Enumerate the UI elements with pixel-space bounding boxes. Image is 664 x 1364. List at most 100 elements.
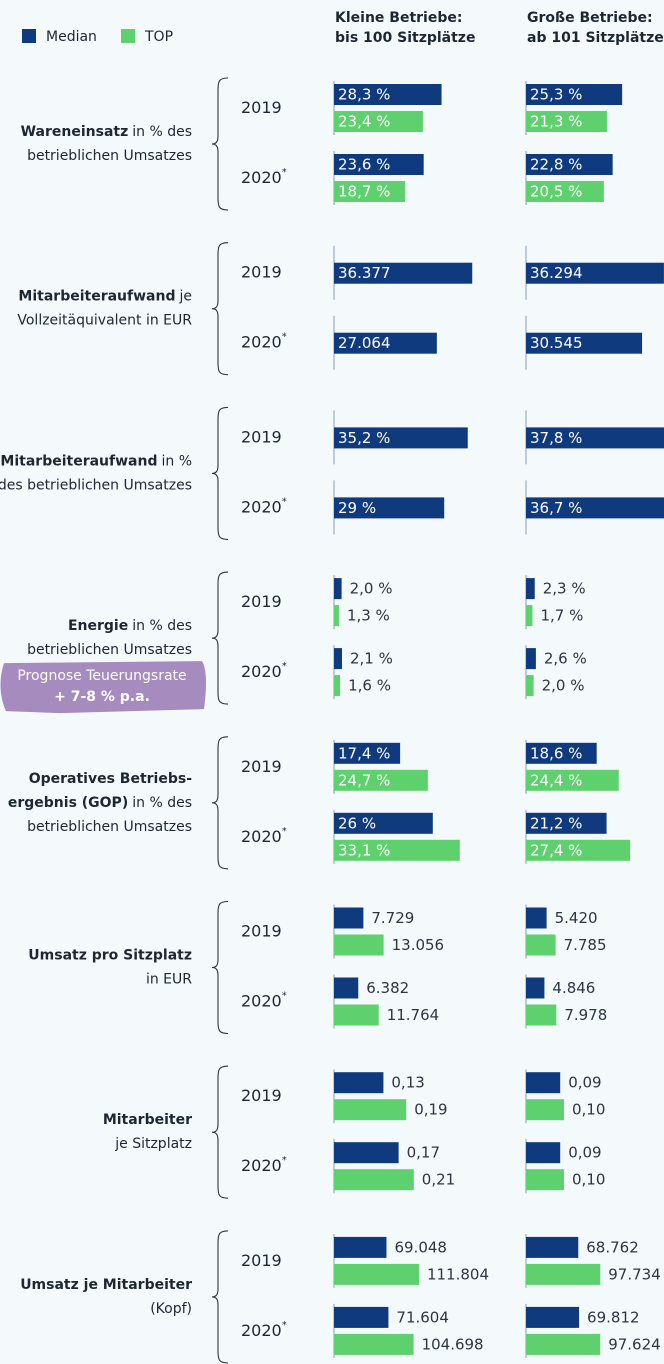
value-label: 1,6 % [348,677,391,695]
bar [526,578,535,600]
section-label: betrieblichen Umsatzes [27,148,192,164]
year-text: 2019 [241,1086,282,1105]
brace [211,571,229,705]
bar [334,154,424,175]
section-label: ergebnis (GOP) in % des [8,795,192,811]
value-label: 23,4 % [338,113,390,131]
year-text: 2020 [241,168,282,187]
bar [526,497,664,519]
value-label: 0,09 [568,1144,601,1162]
year-text: 2019 [241,921,282,940]
year-text: 2019 [241,756,282,775]
bar [334,1142,399,1164]
value-label: 71.604 [396,1308,449,1326]
section-label: Mitarbeiteraufwand je [18,289,192,305]
bar [334,1099,407,1121]
value-label: 1,3 % [347,607,390,625]
value-label: 0,10 [572,1171,605,1189]
value-label: 68.762 [586,1238,639,1256]
value-label: 33,1 % [338,841,390,859]
text-run: des betrieblichen Umsatzes [0,477,192,493]
year-label: 2020* [241,167,287,187]
text-run: betrieblichen Umsatzes [27,642,192,658]
bar [526,332,643,354]
bar [526,934,556,956]
bar [334,1306,389,1328]
value-label: 37,8 % [530,429,582,447]
year-note: * [282,991,287,1002]
text-run: in % des [132,618,192,634]
value-label: 21,2 % [530,814,582,832]
section-label: je Sitzplatz [114,1136,192,1152]
value-label: 2,0 % [350,580,393,598]
bar [526,769,619,791]
value-label: 5.420 [555,909,598,927]
value-label: 69.812 [587,1308,640,1326]
text-run: Umsatz je Mitarbeiter [20,1277,192,1293]
year-label: 2020* [241,496,287,516]
bar [334,1169,414,1191]
value-label: 13.056 [392,936,445,954]
bar [526,262,664,284]
year-label: 2020* [241,826,287,846]
value-label: 0,09 [568,1074,601,1092]
text-run: Energie [68,618,128,634]
text-run: Umsatz pro Sitzplatz [28,948,192,964]
bar [526,812,607,834]
bar [334,578,342,600]
bar [334,839,460,861]
column-header: ab 101 Sitzplätze [527,30,664,46]
year-note: * [282,496,287,507]
bar [526,427,664,449]
year-label: 2019 [241,427,282,446]
text-run: in % des [132,124,192,140]
value-label: 2,6 % [544,650,587,668]
value-label: 2,1 % [350,650,393,668]
value-label: 111.804 [427,1265,489,1283]
year-label: 2019 [241,1250,282,1269]
value-label: 17,4 % [338,744,390,762]
value-label: 0,17 [407,1144,440,1162]
year-label: 2019 [241,756,282,775]
text-run: Wareneinsatz [21,124,129,140]
year-text: 2019 [241,1250,282,1269]
bar [334,332,437,354]
section-label: (Kopf) [150,1301,192,1317]
value-label: 36,7 % [530,499,582,517]
column-header: Große Betriebe: [527,10,653,26]
section-label: des betrieblichen Umsatzes [0,477,192,493]
text-run: Mitarbeiter [103,1112,192,1128]
value-label: 2,0 % [542,677,585,695]
text-run: Mitarbeiteraufwand [18,289,175,305]
year-text: 2019 [241,592,282,611]
bar [526,1236,579,1258]
bar [526,675,534,697]
value-label: 4.846 [552,979,595,997]
column-header: Kleine Betriebe: [335,10,462,26]
value-label: 97.624 [608,1335,661,1353]
bar [334,934,384,956]
bar [526,605,533,627]
bar [334,812,433,834]
year-text: 2020 [241,662,282,681]
bar [334,977,359,999]
bar [334,427,468,449]
year-note: * [282,167,287,178]
year-label: 2020* [241,661,287,681]
value-label: 36.294 [530,264,583,282]
value-label: 18,7 % [338,183,390,201]
bar [526,1072,561,1094]
value-label: 30.545 [530,334,583,352]
value-label: 20,5 % [530,183,582,201]
year-note: * [282,1155,287,1166]
section-label: betrieblichen Umsatzes [27,642,192,658]
bar [526,839,631,861]
year-note: * [282,1320,287,1331]
year-label: 2020* [241,1155,287,1175]
bar [334,111,423,132]
value-label: 1,7 % [540,607,583,625]
brace [211,242,229,376]
year-text: 2020 [241,1320,282,1339]
year-label: 2020* [241,1320,287,1340]
section-label: Umsatz pro Sitzplatz [28,948,192,964]
